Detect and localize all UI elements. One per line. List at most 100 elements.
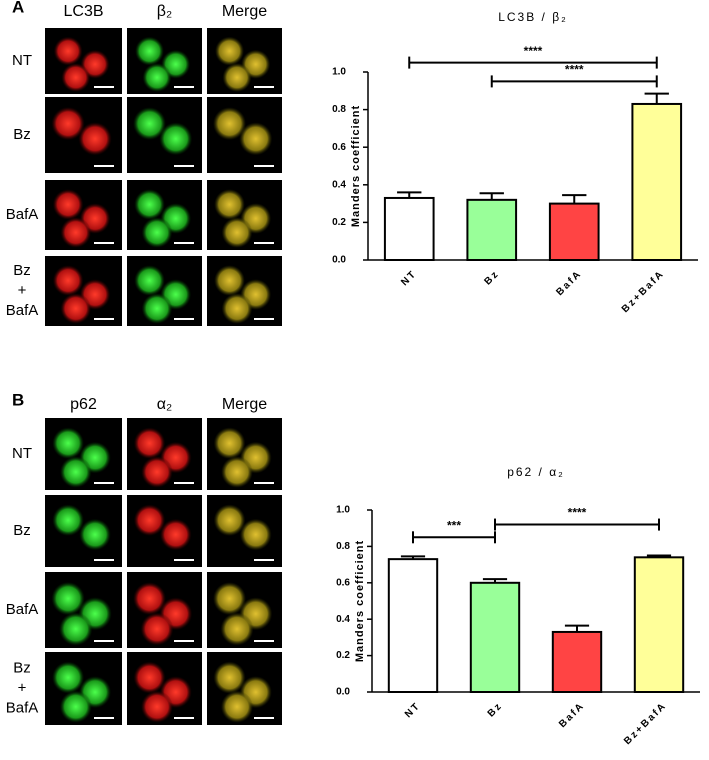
significance-label: *** bbox=[447, 518, 461, 532]
cell bbox=[51, 581, 85, 616]
row-label: Bz bbox=[13, 659, 31, 676]
cell bbox=[214, 189, 245, 220]
row-label: + bbox=[18, 282, 27, 299]
cell bbox=[59, 456, 92, 488]
panel-label: A bbox=[12, 0, 24, 16]
cell bbox=[159, 122, 193, 156]
row-label: Bz bbox=[13, 262, 31, 279]
cell bbox=[52, 661, 85, 694]
cell bbox=[141, 456, 173, 488]
bar bbox=[633, 556, 685, 693]
column-label: Merge bbox=[222, 3, 267, 20]
cell bbox=[133, 107, 166, 141]
x-tick-label: NT bbox=[399, 268, 419, 288]
row-label: NT bbox=[12, 52, 32, 69]
bar bbox=[548, 202, 600, 262]
cell bbox=[213, 582, 246, 616]
x-tick-label: Bz+BafA bbox=[620, 268, 667, 315]
bar bbox=[466, 198, 518, 261]
y-tick-label: 0.8 bbox=[332, 104, 346, 115]
y-axis-label: Manders coefficient bbox=[354, 540, 366, 662]
cell bbox=[133, 582, 166, 616]
x-tick-label: NT bbox=[403, 700, 423, 720]
cell bbox=[61, 62, 91, 93]
cell bbox=[221, 217, 253, 248]
row-label: Bz bbox=[13, 522, 31, 539]
x-tick-label: BafA bbox=[554, 268, 584, 298]
bar bbox=[551, 630, 603, 694]
cell bbox=[133, 504, 166, 537]
row-label: NT bbox=[12, 445, 32, 462]
cell bbox=[134, 36, 165, 66]
y-tick-label: 1.0 bbox=[336, 505, 350, 516]
cell bbox=[52, 189, 84, 220]
y-axis-label: Manders coefficient bbox=[350, 105, 362, 227]
row-label: BafA bbox=[6, 601, 39, 618]
cell bbox=[140, 612, 174, 646]
y-tick-label: 1.0 bbox=[332, 67, 346, 78]
bar bbox=[469, 581, 521, 693]
bar bbox=[631, 102, 683, 261]
cell bbox=[59, 612, 93, 646]
cell bbox=[79, 518, 111, 551]
row-label: + bbox=[18, 679, 27, 696]
cell bbox=[221, 456, 253, 488]
y-tick-label: 0.2 bbox=[332, 217, 346, 228]
cell bbox=[213, 427, 246, 460]
cell bbox=[60, 293, 92, 324]
cell bbox=[222, 62, 252, 93]
y-tick-label: 0.6 bbox=[332, 142, 346, 153]
cell bbox=[78, 122, 112, 156]
cell bbox=[134, 189, 165, 220]
row-label: BafA bbox=[6, 302, 39, 319]
y-tick-label: 0.4 bbox=[332, 179, 346, 190]
x-tick-label: BafA bbox=[557, 700, 587, 730]
panel-label: B bbox=[12, 390, 24, 409]
cell bbox=[239, 518, 272, 551]
cell bbox=[141, 217, 173, 248]
bar bbox=[387, 558, 439, 694]
x-tick-label: Bz bbox=[482, 268, 501, 287]
column-label: p62 bbox=[70, 396, 97, 413]
row-label: BafA bbox=[6, 206, 39, 223]
chart-title: p62 / α₂ bbox=[507, 465, 565, 479]
y-tick-label: 0.2 bbox=[336, 650, 350, 661]
cell bbox=[213, 661, 246, 694]
cell bbox=[214, 265, 245, 296]
cell bbox=[52, 265, 84, 296]
significance-label: **** bbox=[524, 44, 543, 58]
cell bbox=[142, 62, 172, 93]
cell bbox=[60, 217, 92, 248]
y-tick-label: 0.0 bbox=[332, 255, 346, 266]
cell bbox=[239, 122, 273, 156]
chart-title: LC3B / β₂ bbox=[498, 10, 568, 24]
significance-label: **** bbox=[565, 63, 584, 77]
column-label: Merge bbox=[222, 396, 267, 413]
cell bbox=[141, 293, 173, 324]
cell bbox=[213, 107, 246, 141]
cell bbox=[221, 293, 253, 324]
significance-label: **** bbox=[568, 506, 587, 520]
cell bbox=[220, 690, 254, 723]
y-tick-label: 0.4 bbox=[336, 614, 350, 625]
cell bbox=[214, 36, 245, 66]
cell bbox=[140, 690, 174, 723]
cell bbox=[134, 265, 165, 296]
x-tick-label: Bz bbox=[486, 700, 505, 719]
row-label: BafA bbox=[6, 699, 39, 716]
y-tick-label: 0.0 bbox=[336, 687, 350, 698]
cell bbox=[53, 36, 83, 66]
cell bbox=[133, 427, 166, 460]
cell bbox=[133, 661, 166, 694]
bar bbox=[383, 196, 435, 262]
cell bbox=[52, 427, 84, 460]
y-tick-label: 0.8 bbox=[336, 541, 350, 552]
row-label: Bz bbox=[13, 126, 31, 143]
cell bbox=[51, 106, 85, 141]
column-label: β₂ bbox=[157, 3, 172, 20]
column-label: α₂ bbox=[157, 396, 172, 413]
x-tick-label: Bz+BafA bbox=[622, 700, 669, 747]
cell bbox=[213, 504, 246, 537]
cell bbox=[159, 518, 192, 551]
